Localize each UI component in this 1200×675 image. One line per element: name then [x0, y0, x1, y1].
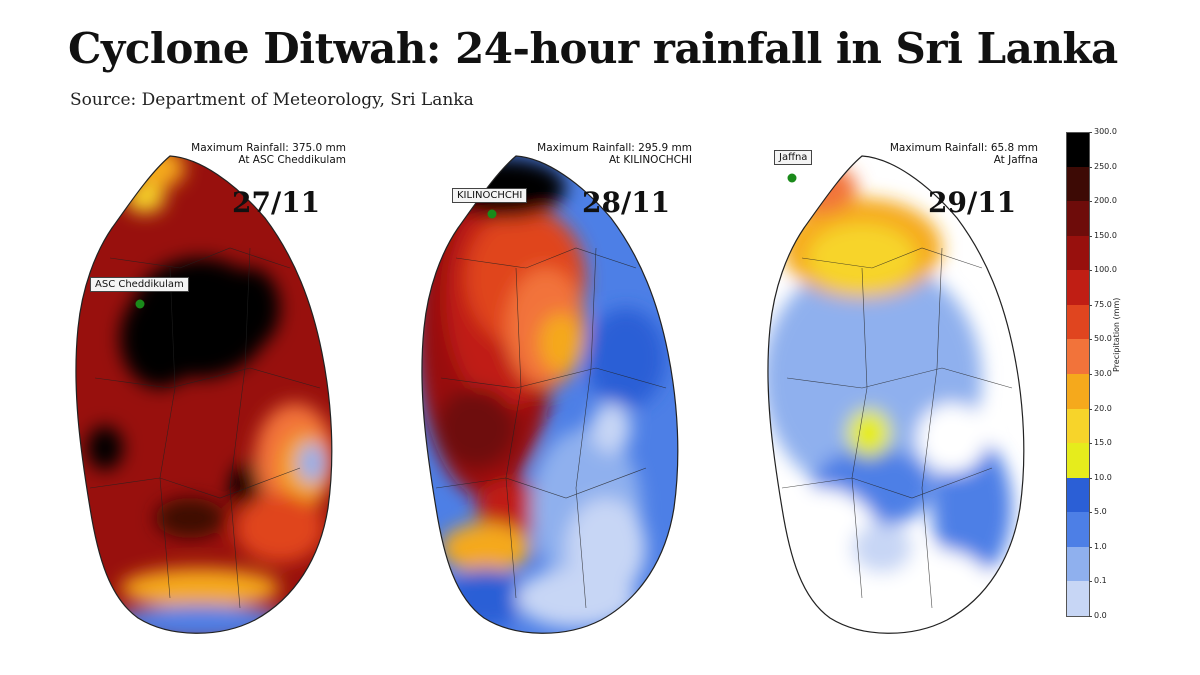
- max-rainfall-value: Maximum Rainfall: 295.9 mm: [537, 142, 692, 154]
- colorbar-tick-label: 30.0: [1094, 369, 1112, 378]
- colorbar-tick: [1089, 616, 1092, 617]
- colorbar-tick: [1089, 270, 1092, 272]
- colorbar-tick-label: 100.0: [1094, 265, 1117, 275]
- colorbar-swatch: [1066, 477, 1090, 513]
- colorbar-tick: [1089, 132, 1092, 133]
- max-rainfall-value: Maximum Rainfall: 65.8 mm: [889, 142, 1038, 154]
- colorbar-tick-label: 50.0: [1094, 334, 1112, 344]
- colorbar-tick: [1089, 581, 1092, 583]
- colorbar-tick-label: 300.0: [1094, 127, 1117, 136]
- colorbar-swatch: [1066, 201, 1090, 236]
- colorbar-swatch: [1066, 374, 1090, 409]
- colorbar-swatch: [1066, 132, 1090, 168]
- max-rainfall-location: At Jaffna: [993, 154, 1038, 166]
- colorbar-tick-label: 1.0: [1094, 541, 1107, 551]
- colorbar-tick: [1089, 339, 1092, 341]
- panel-date: 28/11: [582, 186, 671, 219]
- map-panel-28-11: Maximum Rainfall: 295.9 mm At KILINOCHCH…: [396, 128, 696, 648]
- colorbar-swatch: [1066, 339, 1090, 374]
- colorbar-swatch: [1066, 235, 1090, 271]
- map-panel-27-11: Maximum Rainfall: 375.0 mm At ASC Cheddi…: [50, 128, 350, 648]
- colorbar-tick-label: 250.0: [1094, 161, 1117, 171]
- station-label: ASC Cheddikulam: [90, 277, 189, 292]
- station-marker: [787, 173, 797, 183]
- rainfall-map-28-11: [421, 155, 679, 634]
- rainfall-map-27-11: [75, 155, 333, 634]
- precipitation-colorbar: Precipitation (mm) 300.0 250.0 200.0 150.0 1…: [1066, 127, 1146, 622]
- colorbar-swatch: [1066, 581, 1090, 617]
- colorbar-swatch: [1066, 512, 1090, 547]
- panel-date: 27/11: [232, 186, 321, 219]
- colorbar-tick-label: 20.0: [1094, 403, 1112, 413]
- colorbar-swatch: [1066, 443, 1090, 478]
- colorbar-swatch: [1066, 304, 1090, 340]
- colorbar-label: Precipitation (mm): [1112, 297, 1121, 372]
- max-rainfall-info: Maximum Rainfall: 375.0 mm At ASC Cheddi…: [191, 142, 346, 166]
- page-title: Cyclone Ditwah: 24-hour rainfall in Sri …: [68, 24, 1118, 73]
- colorbar-tick: [1089, 546, 1092, 548]
- colorbar-tick-label: 0.1: [1094, 576, 1107, 586]
- station-marker: [487, 209, 497, 219]
- station-label: Jaffna: [774, 150, 813, 165]
- colorbar-tick: [1089, 477, 1092, 479]
- source-note: Source: Department of Meteorology, Sri L…: [70, 90, 474, 110]
- colorbar-tick-label: 5.0: [1094, 507, 1107, 517]
- colorbar-swatch: [1066, 166, 1090, 202]
- map-panel-29-11: Maximum Rainfall: 65.8 mm At Jaffna 29/1…: [742, 128, 1042, 648]
- colorbar-tick: [1089, 201, 1092, 203]
- colorbar-swatch: [1066, 408, 1090, 444]
- max-rainfall-info: Maximum Rainfall: 65.8 mm At Jaffna: [890, 142, 1038, 166]
- colorbar-tick-label: 0.0: [1094, 611, 1107, 620]
- max-rainfall-info: Maximum Rainfall: 295.9 mm At KILINOCHCH…: [537, 142, 692, 166]
- colorbar-tick: [1089, 512, 1092, 514]
- rainfall-map-29-11: [767, 155, 1025, 634]
- colorbar-tick: [1089, 408, 1092, 410]
- colorbar-tick: [1089, 374, 1092, 375]
- station-marker: [135, 299, 145, 309]
- colorbar-tick: [1089, 304, 1092, 306]
- colorbar-tick-label: 15.0: [1094, 438, 1112, 448]
- colorbar-tick-label: 150.0: [1094, 230, 1117, 240]
- station-label: KILINOCHCHI: [452, 188, 528, 203]
- colorbar-tick: [1089, 443, 1092, 445]
- colorbar-swatch: [1066, 546, 1090, 582]
- colorbar-swatch: [1066, 270, 1090, 305]
- colorbar-tick-label: 75.0: [1094, 299, 1112, 309]
- colorbar-tick: [1089, 166, 1092, 168]
- max-rainfall-location: At KILINOCHCHI: [608, 154, 692, 166]
- max-rainfall-value: Maximum Rainfall: 375.0 mm: [191, 142, 346, 154]
- colorbar-tick-label: 10.0: [1094, 472, 1112, 482]
- max-rainfall-location: At ASC Cheddikulam: [238, 154, 346, 166]
- panel-date: 29/11: [928, 186, 1017, 219]
- colorbar-tick: [1089, 235, 1092, 237]
- colorbar-tick-label: 200.0: [1094, 196, 1117, 206]
